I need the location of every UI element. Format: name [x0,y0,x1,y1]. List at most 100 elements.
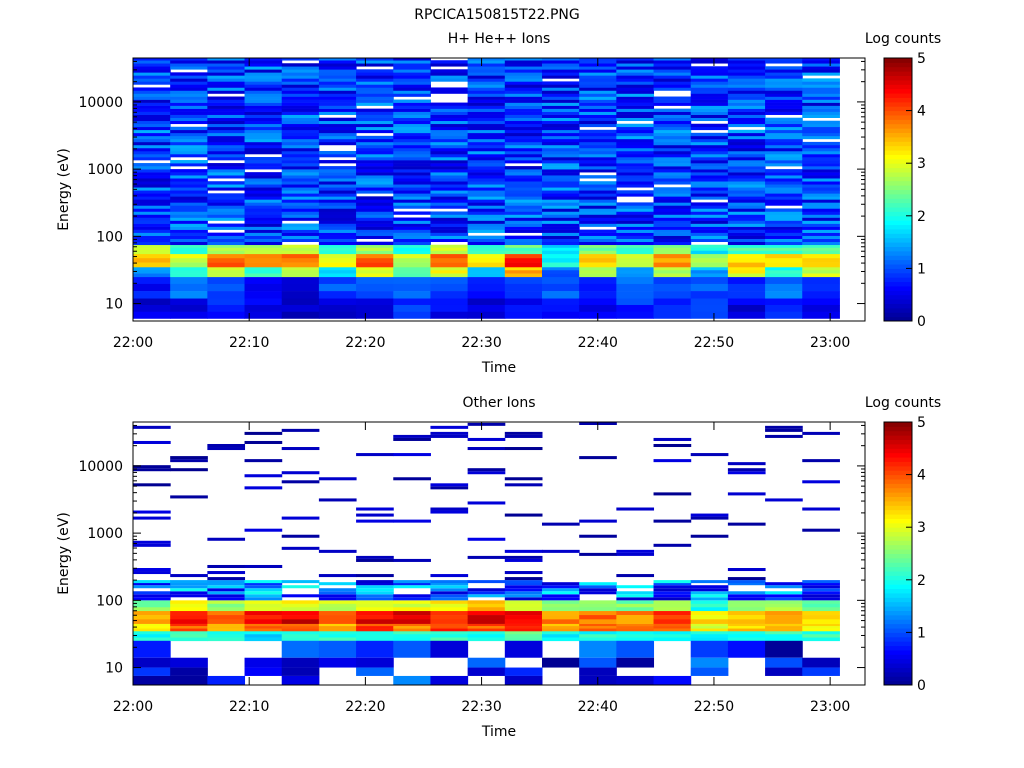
heatmap-cell [616,205,655,209]
heatmap-cell [690,138,729,143]
heatmap-cell [207,84,246,88]
heatmap-cell [430,184,469,188]
heatmap-cell [356,574,394,578]
heatmap-cell [244,108,283,112]
heatmap-cell [467,615,506,620]
heatmap-cell [579,102,617,106]
heatmap-cell [170,196,208,200]
heatmap-cell [244,630,283,635]
heatmap-cell [244,431,283,435]
heatmap-cell [690,123,729,128]
heatmap-cell [653,220,692,224]
heatmap-cell [318,193,357,197]
heatmap-cell [653,217,692,221]
heatmap-cell [765,247,803,252]
heatmap-cell [393,72,431,76]
heatmap-cell [356,196,394,200]
heatmap-cell [653,298,692,306]
heatmap-cell [467,637,506,642]
heatmap-cell [244,114,283,118]
heatmap-cell [281,270,320,274]
heatmap-cell [467,607,506,612]
heatmap-cell [467,214,506,218]
heatmap-cell [281,273,320,278]
heatmap-cell [802,169,840,173]
heatmap-cell [430,634,469,638]
heatmap-cell [393,172,431,176]
heatmap-cell [207,577,246,581]
heatmap-cell [170,229,208,233]
heatmap-cell [727,78,766,82]
heatmap-cell [318,477,357,481]
heatmap-cell [802,291,840,299]
heatmap-cell [430,138,469,143]
heatmap-cell [765,108,803,112]
colorbar-segment [884,158,912,164]
heatmap-cell [467,60,506,64]
heatmap-cell [690,250,729,255]
heatmap-cell [616,226,655,230]
heatmap-cell [653,594,692,598]
heatmap-cell [133,640,171,658]
heatmap-cell [281,594,320,598]
heatmap-cell [467,81,506,85]
heatmap-cell [504,126,543,131]
heatmap-cell [430,117,469,122]
heatmap-cell [616,63,655,67]
heatmap-cell [653,141,692,146]
heatmap-cell [802,582,840,586]
heatmap-cell [802,99,840,103]
heatmap-cell [541,199,580,203]
heatmap-cell [207,634,246,638]
heatmap-cell [727,135,766,140]
heatmap-cell [653,87,692,91]
heatmap-cell [653,166,692,170]
heatmap-cell [244,226,283,230]
heatmap-cell [207,138,246,143]
heatmap-cell [207,607,246,612]
heatmap-cell [467,84,506,88]
heatmap-cell [467,211,506,215]
heatmap-cell [170,172,208,176]
heatmap-cell [765,99,803,103]
heatmap-cell [133,199,171,203]
heatmap-cell [356,172,394,176]
heatmap-cell [765,135,803,140]
heatmap-cell [356,258,394,263]
heatmap-cell [170,114,208,118]
heatmap-cell [541,258,580,263]
heatmap-cell [541,99,580,103]
heatmap-cell [430,90,469,94]
heatmap-cell [579,519,617,523]
heatmap-cell [207,147,246,152]
heatmap-cell [802,304,840,313]
heatmap-cell [802,220,840,224]
heatmap-cell [690,187,729,191]
heatmap-cell [541,298,580,306]
heatmap-cell [170,623,208,627]
heatmap-cell [653,519,692,523]
heatmap-cell [207,153,246,158]
heatmap-cell [765,250,803,255]
heatmap-cell [467,199,506,203]
heatmap-cell [467,657,506,668]
heatmap-cell [504,241,543,246]
heatmap-cell [356,262,394,268]
colorbar-segment [884,500,912,506]
heatmap-cell [727,90,766,94]
heatmap-cell [281,147,320,152]
heatmap-cell [690,229,729,233]
colorbar-segment [884,579,912,585]
heatmap-cell [802,480,840,484]
heatmap-cell [579,132,617,137]
heatmap-cell [504,58,543,61]
heatmap-cell [727,582,766,586]
heatmap-cell [318,591,357,595]
heatmap-cell [281,184,320,188]
colorbar-segment [884,88,912,94]
heatmap-cell [727,66,766,70]
heatmap-cell [690,87,729,91]
heatmap-cell [170,241,208,246]
heatmap-cell [133,63,171,67]
heatmap-cell [281,580,320,584]
